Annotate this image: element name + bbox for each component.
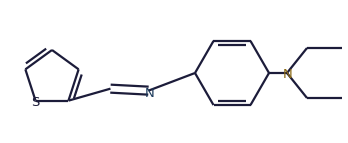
Text: S: S: [31, 96, 40, 109]
Text: N: N: [144, 87, 154, 100]
Text: N: N: [283, 68, 293, 82]
